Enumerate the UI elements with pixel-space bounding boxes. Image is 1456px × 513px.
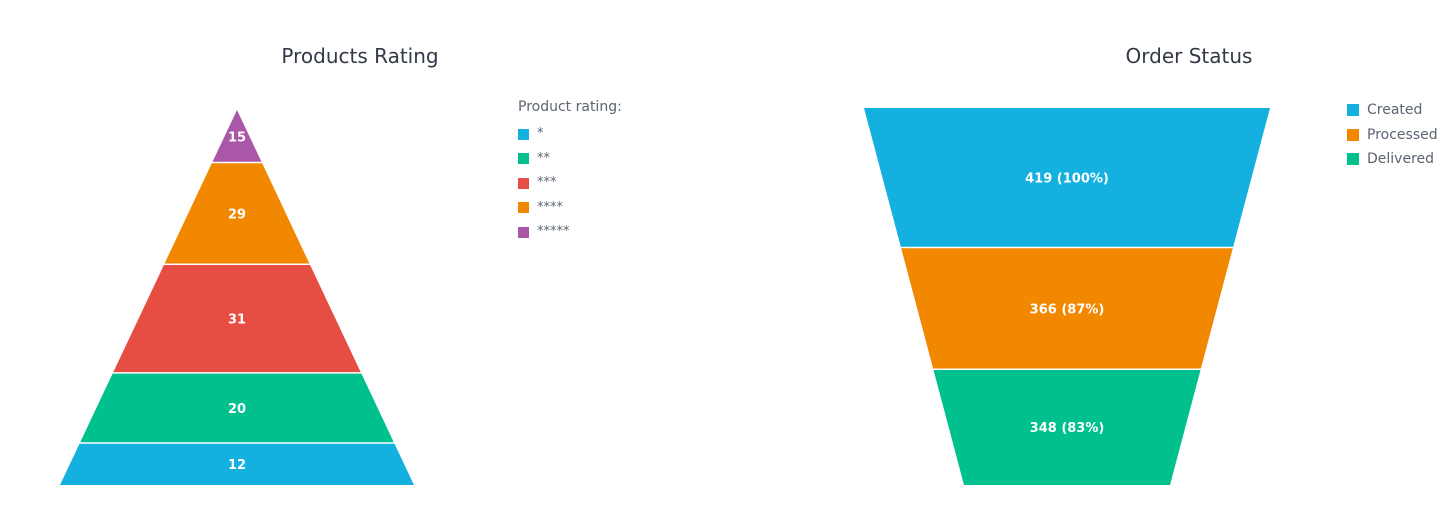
funnel-segment[interactable] [864, 108, 1270, 247]
legend-item[interactable]: **** [518, 196, 622, 221]
pyramid-segment[interactable] [212, 110, 262, 162]
pyramid-segment[interactable] [113, 265, 361, 373]
pyramid-segment[interactable] [80, 373, 394, 443]
order-status-chart: Order Status 419 (100%) 366 (87%) 348 (83%… [728, 0, 1456, 513]
products-rating-chart: Products Rating 12 20 31 29 15 Product ratin… [60, 44, 622, 485]
legend-swatch [1347, 104, 1359, 117]
pyramid-plot: 12 20 31 29 15 [60, 110, 414, 485]
data-label: 20 [228, 402, 246, 417]
legend-swatch [518, 202, 529, 214]
legend-label: **** [537, 199, 563, 215]
legend-label: ** [537, 150, 550, 166]
data-label: 12 [228, 458, 246, 473]
legend-item[interactable]: *** [518, 171, 622, 196]
data-label: 366 (87%) [1030, 302, 1105, 317]
legend-label: * [537, 126, 544, 142]
pyramid-segment[interactable] [164, 163, 310, 264]
legend-item[interactable]: Processed [1347, 123, 1438, 148]
chart-title: Products Rating [281, 44, 439, 68]
chart-title: Order Status [1125, 44, 1253, 68]
legend-title: Product rating: [518, 99, 622, 115]
legend-label: ***** [537, 224, 570, 240]
legend-label: Processed [1367, 126, 1438, 143]
legend-item[interactable]: Delivered [1347, 147, 1438, 172]
legend-item[interactable]: ***** [518, 220, 622, 245]
legend-item[interactable]: ** [518, 147, 622, 172]
legend-swatch [1347, 128, 1359, 141]
legend-swatch [1347, 153, 1359, 166]
pyramid-segment[interactable] [60, 443, 414, 485]
legend-swatch [518, 153, 529, 165]
legend-label: Delivered [1367, 151, 1435, 168]
data-label: 348 (83%) [1030, 421, 1105, 436]
legend-item[interactable]: * [518, 122, 622, 147]
funnel-segment[interactable] [901, 248, 1233, 369]
legend-swatch [518, 226, 529, 238]
legend-label: Created [1367, 102, 1423, 119]
data-label: 29 [228, 207, 246, 222]
legend-swatch [518, 177, 529, 189]
funnel-plot: 419 (100%) 366 (87%) 348 (83%) [864, 108, 1270, 485]
data-label: 31 [228, 313, 246, 328]
legend-swatch [518, 128, 529, 140]
legend: Created Processed Delivered [1347, 98, 1438, 172]
funnel-segment[interactable] [933, 370, 1201, 485]
data-label: 419 (100%) [1025, 172, 1109, 187]
legend-label: *** [537, 175, 557, 191]
data-label: 15 [228, 130, 246, 145]
legend: Product rating: * ** *** **** ***** [518, 98, 622, 245]
legend-item[interactable]: Created [1347, 98, 1438, 123]
